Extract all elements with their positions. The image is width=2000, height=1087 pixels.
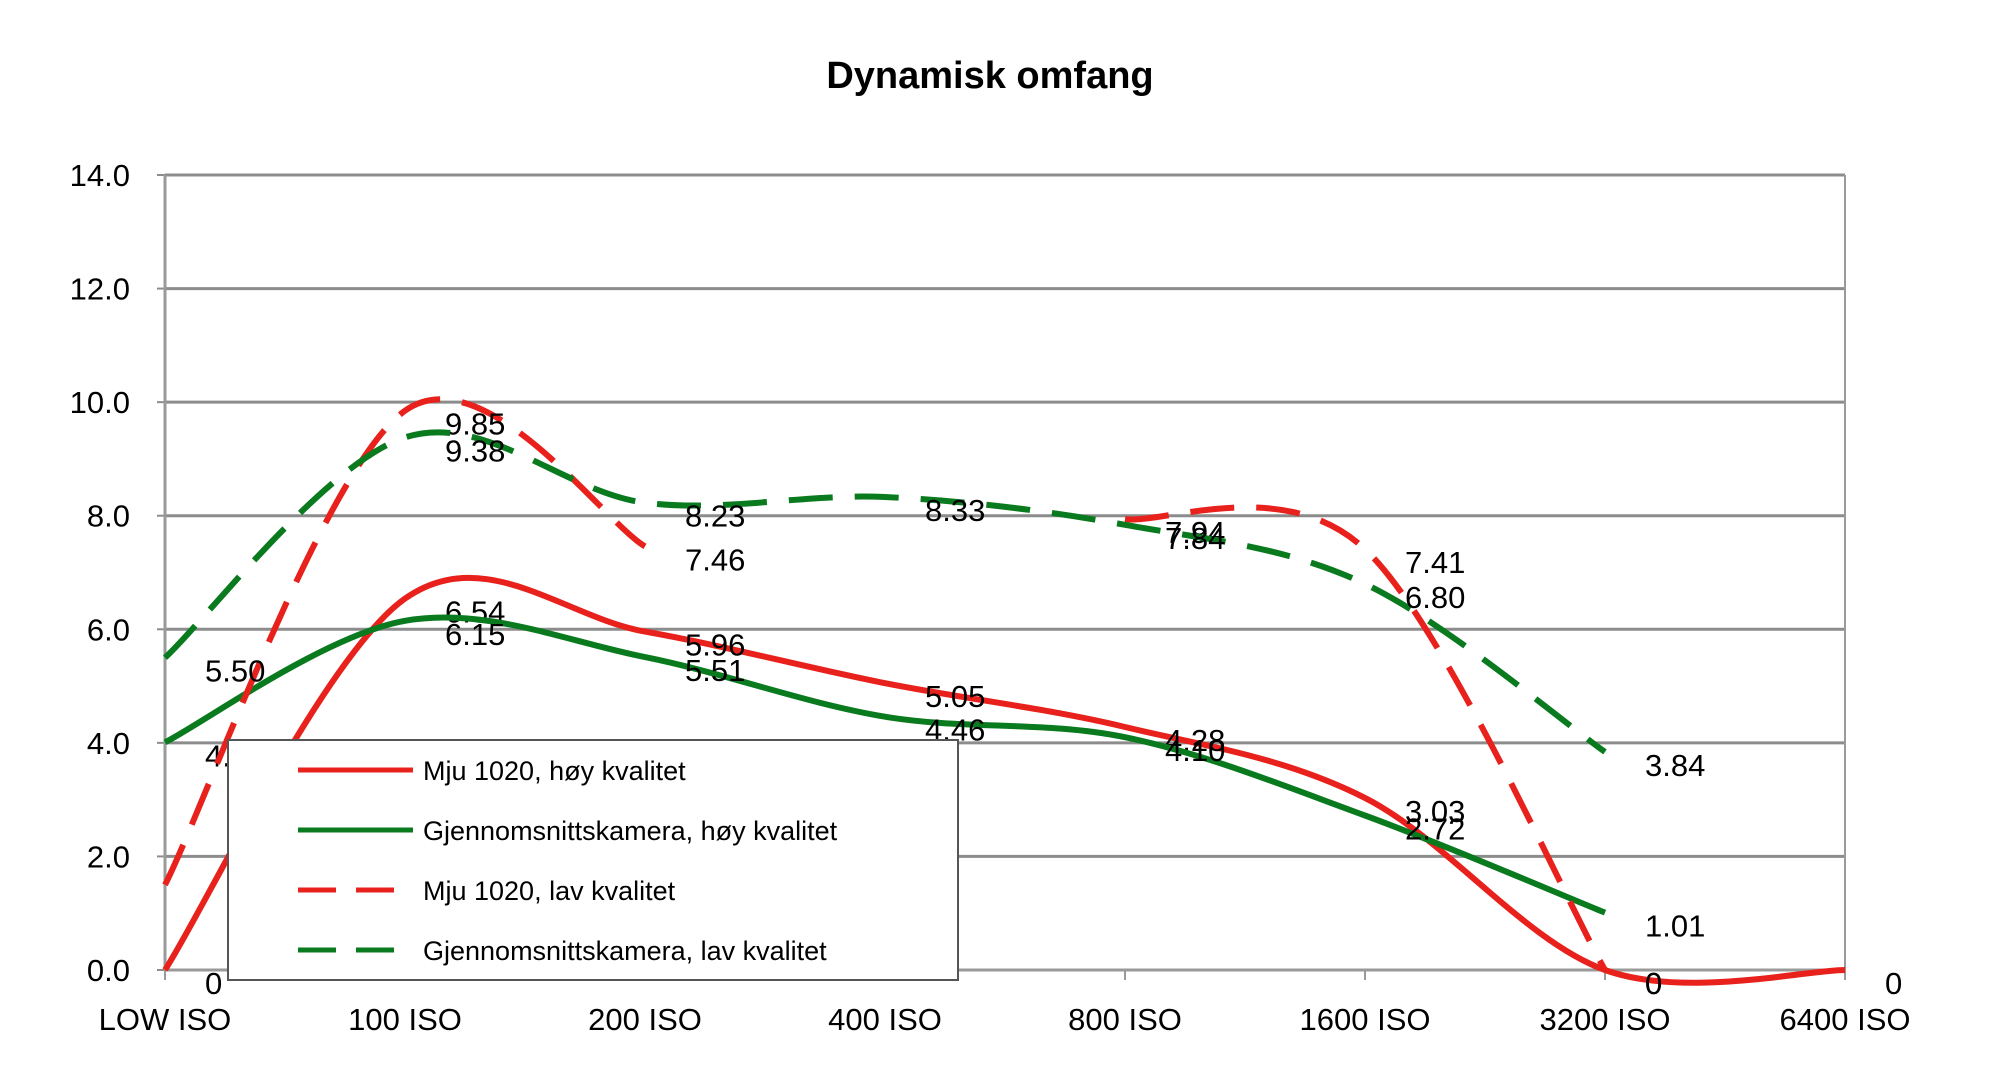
data-label: 0 [1885, 966, 1902, 1001]
series-line-4 [162, 429, 1607, 755]
x-tick-label: LOW ISO [99, 1002, 232, 1037]
legend-entry: Gjennomsnittskamera, lav kvalitet [423, 936, 827, 966]
x-tick-label: 100 ISO [348, 1002, 462, 1037]
x-tick-label: 3200 ISO [1540, 1002, 1671, 1037]
data-label: 5.51 [685, 653, 745, 688]
data-label: 6.80 [1405, 580, 1465, 615]
series-line-1 [162, 575, 1846, 986]
series-line-3 [1124, 504, 1608, 972]
data-label: 5.96 [685, 628, 745, 663]
x-tick-label: 1600 ISO [1300, 1002, 1431, 1037]
data-label: 7.46 [685, 542, 745, 577]
data-label: 6.15 [445, 617, 505, 652]
series-line-2 [163, 614, 1607, 916]
y-tick-label: 10.0 [70, 385, 130, 420]
data-label: 7.94 [1165, 515, 1225, 550]
data-label: 8.23 [685, 499, 745, 534]
data-label: 2.72 [1405, 812, 1465, 847]
legend-entry: Gjennomsnittskamera, høy kvalitet [423, 816, 838, 846]
y-tick-label: 12.0 [70, 272, 130, 307]
y-tick-label: 4.0 [87, 726, 130, 761]
x-tick-label: 200 ISO [588, 1002, 702, 1037]
data-label: 4.10 [1165, 733, 1225, 768]
series-line-3 [162, 396, 647, 887]
data-label: 5.50 [205, 654, 265, 689]
data-label: 7.41 [1405, 545, 1465, 580]
y-tick-label: 2.0 [87, 839, 130, 874]
data-label: 8.33 [925, 493, 985, 528]
x-tick-label: 400 ISO [828, 1002, 942, 1037]
data-label: 3.03 [1405, 794, 1465, 829]
data-label: 0 [1645, 966, 1662, 1001]
data-label: 5.05 [925, 679, 985, 714]
data-label: 1.01 [1645, 909, 1705, 944]
legend-box [227, 739, 959, 981]
legend-entry: Mju 1020, høy kvalitet [423, 756, 686, 786]
data-label: 0 [1645, 966, 1662, 1001]
data-label: 9.38 [445, 433, 505, 468]
y-tick-label: 14.0 [70, 158, 130, 193]
data-label: 3.84 [1645, 748, 1705, 783]
y-tick-label: 6.0 [87, 612, 130, 647]
data-label: 7.84 [1165, 521, 1225, 556]
chart-title: Dynamisk omfang [826, 55, 1153, 97]
data-label: 0 [205, 966, 222, 1001]
legend-entry: Mju 1020, lav kvalitet [423, 876, 676, 906]
x-tick-label: 6400 ISO [1780, 1002, 1911, 1037]
y-tick-label: 8.0 [87, 499, 130, 534]
y-tick-label: 0.0 [87, 953, 130, 988]
x-tick-label: 800 ISO [1068, 1002, 1182, 1037]
